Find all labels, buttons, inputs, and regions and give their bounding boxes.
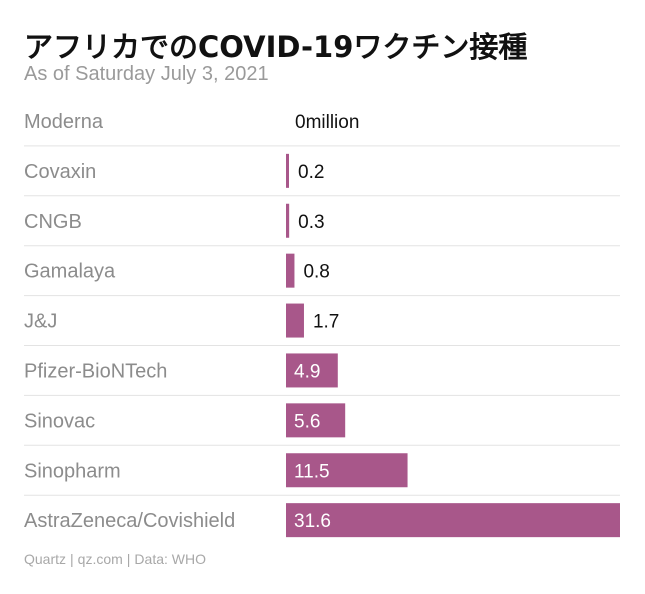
category-label: Gamalaya (24, 261, 116, 283)
bar (286, 303, 304, 338)
value-label: 0.3 (298, 212, 324, 233)
category-label: Sinopharm (24, 460, 121, 482)
value-label: 11.5 (294, 461, 330, 482)
value-label: 5.6 (294, 411, 320, 432)
value-label: 0million (295, 112, 359, 133)
footer-data-source: Data: WHO (134, 551, 206, 567)
chart-title: アフリカでのCOVID-19ワクチン接種 (24, 30, 528, 64)
category-label: AstraZeneca/Covishield (24, 510, 235, 532)
value-label: 0.2 (298, 162, 324, 183)
category-label: Moderna (24, 111, 104, 133)
footer-site: qz.com (77, 551, 123, 567)
bar (286, 403, 346, 438)
bar (286, 453, 408, 488)
bar (286, 203, 290, 238)
footer-source: Quartz (24, 551, 67, 567)
value-label: 4.9 (294, 361, 320, 382)
bar (286, 253, 295, 288)
bar (286, 353, 338, 388)
category-label: Covaxin (24, 161, 96, 183)
bar (286, 503, 620, 538)
category-label: CNGB (24, 211, 82, 233)
category-label: Pfizer-BioNTech (24, 360, 167, 382)
chart-footer: Quartz | qz.com | Data: WHO (24, 551, 206, 567)
value-label: 31.6 (294, 511, 331, 532)
bar (286, 153, 289, 188)
chart-subtitle: As of Saturday July 3, 2021 (24, 63, 269, 85)
value-label: 1.7 (313, 312, 339, 333)
value-label: 0.8 (303, 262, 329, 283)
category-label: Sinovac (24, 410, 95, 432)
category-label: J&J (24, 311, 57, 333)
